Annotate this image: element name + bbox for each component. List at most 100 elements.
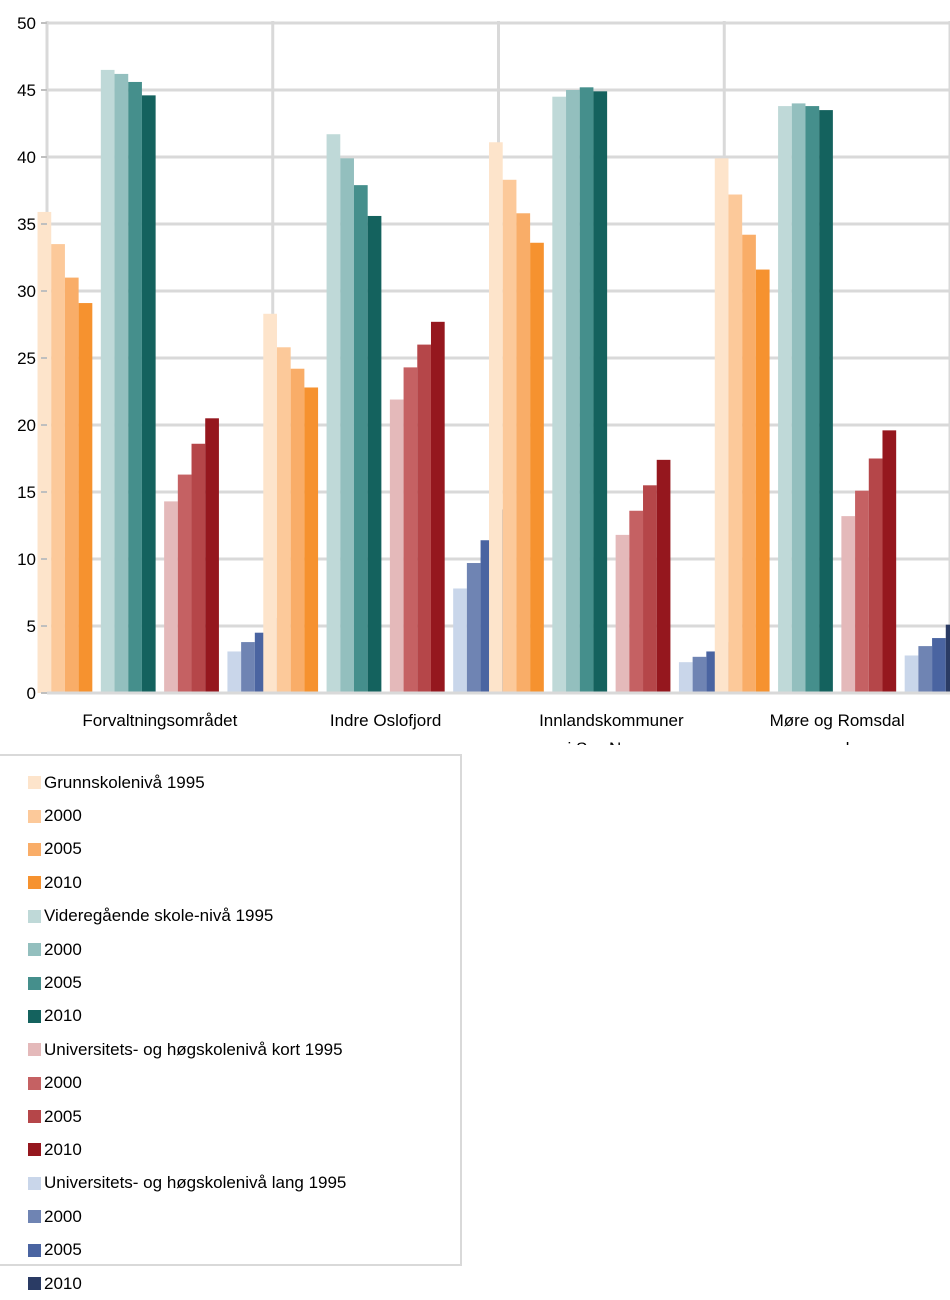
legend-label: Videregående skole-nivå 1995 (44, 906, 274, 926)
legend-item: Universitets- og høgskolenivå kort 1995 (28, 1033, 346, 1066)
bar (141, 95, 156, 694)
bar (882, 430, 897, 693)
bar (37, 211, 52, 693)
legend-swatch (28, 976, 41, 990)
legend-label: 2005 (44, 839, 82, 859)
bar (692, 656, 707, 693)
y-tick-label: 15 (17, 483, 36, 502)
bar (417, 344, 431, 693)
y-tick-label: 50 (17, 14, 36, 33)
bar (453, 588, 467, 693)
y-tick-label: 5 (27, 617, 36, 636)
legend-item: 2010 (28, 1133, 346, 1166)
y-tick-label: 30 (17, 282, 36, 301)
bar (629, 510, 644, 693)
bars (37, 69, 950, 694)
bar (516, 213, 531, 693)
legend-swatch (28, 809, 41, 823)
y-tick-label: 35 (17, 215, 36, 234)
bar (51, 244, 65, 693)
legend-item: 2000 (28, 1200, 346, 1233)
bar (904, 655, 919, 693)
legend-swatch (28, 1210, 41, 1224)
bar (714, 158, 729, 694)
legend-swatch (28, 1143, 41, 1157)
y-tick-label: 0 (27, 684, 36, 703)
bar (128, 81, 142, 693)
bar (593, 91, 608, 694)
legend-swatch (28, 1110, 41, 1124)
bar (403, 367, 418, 693)
bar (489, 142, 503, 693)
bar (868, 458, 883, 693)
y-tick-label: 20 (17, 416, 36, 435)
y-tick-label: 45 (17, 81, 36, 100)
bar (552, 96, 567, 693)
y-tick-label: 10 (17, 550, 36, 569)
bar (326, 134, 341, 694)
legend-label: 2000 (44, 1073, 82, 1093)
bar (64, 277, 79, 693)
bar (615, 534, 630, 693)
bar (728, 194, 743, 693)
legend-item: Grunnskolenivå 1995 (28, 766, 346, 799)
legend-item: Videregående skole-nivå 1995 (28, 900, 346, 933)
bar (678, 662, 693, 693)
legend-list: Grunnskolenivå 1995 2000 2005 2010 Videregåe… (28, 766, 346, 1300)
axes: 0 5 10 15 20 25 30 35 40 45 50 Forvaltningsområdet I… (17, 14, 950, 745)
x-tick-label: Indre Oslofjord (330, 711, 442, 730)
legend-label: 2010 (44, 1006, 82, 1026)
legend-item: 2000 (28, 799, 346, 832)
bar (177, 474, 192, 693)
bar (353, 185, 368, 693)
bar (918, 646, 933, 693)
bar (367, 215, 382, 693)
legend-swatch (28, 1176, 41, 1190)
bar (164, 501, 178, 693)
x-tick-label: og nordover (792, 739, 883, 745)
bar (945, 624, 950, 693)
legend-label: 2005 (44, 973, 82, 993)
legend-swatch (28, 1043, 41, 1057)
bar (241, 642, 255, 693)
x-tick-label: Innlandskommuner (539, 711, 684, 730)
legend-swatch (28, 909, 41, 923)
legend-label: 2010 (44, 1273, 82, 1293)
legend-label: 2005 (44, 1240, 82, 1260)
chart: 0 5 10 15 20 25 30 35 40 45 50 Forvaltningsområdet I… (17, 14, 950, 745)
bar (643, 485, 657, 693)
legend-label: 2010 (44, 872, 82, 892)
bar (502, 179, 517, 693)
bar (430, 321, 445, 693)
legend-swatch (28, 876, 41, 890)
bar (114, 73, 129, 694)
legend-item: 2010 (28, 1267, 346, 1300)
legend-item: 2010 (28, 1000, 346, 1033)
bar (304, 387, 319, 693)
legend-item: Universitets- og høgskolenivå lang 1995 (28, 1167, 346, 1200)
bar (263, 313, 277, 693)
legend-item: 2010 (28, 866, 346, 899)
legend-item: 2005 (28, 1233, 346, 1266)
bar (656, 459, 671, 693)
bar (389, 399, 404, 693)
bar (191, 443, 206, 693)
legend-label: Grunnskolenivå 1995 (44, 772, 205, 792)
legend-label: 2000 (44, 1206, 82, 1226)
legend-label: 2000 (44, 806, 82, 826)
bar (78, 303, 93, 693)
x-tick-label: i Sør-Norge (567, 739, 655, 745)
bar (466, 563, 481, 693)
legend-item: 2005 (28, 1100, 346, 1133)
y-tick-label: 25 (17, 349, 36, 368)
bar (227, 651, 242, 693)
bar (778, 106, 792, 693)
bar (276, 347, 291, 693)
legend-swatch (28, 1009, 41, 1023)
bar (340, 158, 354, 694)
bar (530, 242, 544, 693)
bar (932, 638, 946, 693)
x-tick-label: Forvaltningsområdet (82, 711, 237, 730)
legend-label: Universitets- og høgskolenivå lang 1995 (44, 1173, 347, 1193)
legend-swatch (28, 943, 41, 957)
